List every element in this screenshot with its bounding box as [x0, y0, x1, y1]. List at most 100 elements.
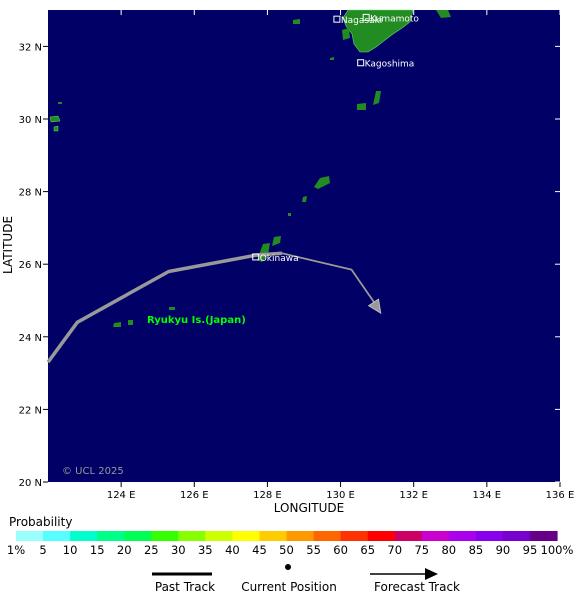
colorbar-swatch: [313, 531, 342, 541]
lat-tick-label: 28 N: [19, 188, 42, 199]
lat-tick-label: 24 N: [19, 333, 42, 344]
forecast-track-legend-label: Forecast Track: [374, 580, 460, 594]
lat-tick-label: 26 N: [19, 260, 42, 271]
lat-tick-label: 32 N: [19, 42, 42, 53]
probability-colorbar: 1% 5 10 15 20 25 30 35 40 45 50 55 60 65 70 75 80 85 90 95 1…: [7, 531, 574, 557]
colorbar-swatch: [97, 531, 125, 541]
colorbar-level-label: 10: [63, 543, 78, 557]
lon-tick-label: 132 E: [399, 490, 428, 501]
colorbar-level-label: 60: [333, 543, 348, 557]
latitude-tick-labels: 32 N 30 N 28 N 26 N 24 N 22 N 20 N: [19, 42, 42, 489]
colorbar-swatch: [259, 531, 288, 541]
island: [128, 320, 133, 325]
colorbar-swatch: [502, 531, 531, 541]
city-label: Okinawa: [260, 254, 299, 264]
colorbar-level-label: 90: [496, 543, 511, 557]
city-marker: [357, 59, 365, 67]
colorbar-level-label: 50: [279, 543, 294, 557]
city-label: Nagasaki: [341, 16, 382, 26]
forecast-track-line: [281, 252, 379, 309]
island: [293, 19, 300, 24]
colorbar-level-label: 75: [414, 543, 429, 557]
island: [314, 176, 330, 189]
lat-tick-label: 22 N: [19, 405, 42, 416]
colorbar-level-label: 45: [252, 543, 267, 557]
current-position-legend-label: Current Position: [241, 580, 337, 594]
lon-tick-label: 124 E: [107, 490, 136, 501]
colorbar-level-label: 25: [144, 543, 159, 557]
storm-track-map: 124 E 126 E 128 E 130 E 132 E 134 E 136 E 32 N…: [1, 9, 574, 515]
colorbar-swatch: [421, 531, 450, 541]
island: [257, 243, 270, 262]
island: [302, 196, 307, 202]
colorbar-level-label: 85: [469, 543, 484, 557]
forecast-arrow-head: [367, 298, 382, 314]
colorbar-swatch: [70, 531, 98, 541]
island: [342, 28, 350, 40]
island: [357, 103, 366, 110]
colorbar-level-label: 20: [117, 543, 132, 557]
city-marker: [362, 13, 370, 21]
colorbar-swatch: [16, 531, 44, 541]
island: [373, 91, 381, 105]
island: [58, 102, 62, 104]
lon-tick-label: 130 E: [326, 490, 355, 501]
colorbar-swatch: [232, 531, 260, 541]
city-label: Kumamoto: [370, 14, 419, 24]
colorbar-level-label: 30: [171, 543, 186, 557]
island: [288, 213, 291, 216]
colorbar-level-label: 70: [387, 543, 402, 557]
island: [405, 12, 412, 20]
island: [169, 307, 175, 310]
colorbar-level-label: 5: [39, 543, 46, 557]
longitude-tick-labels: 124 E 126 E 128 E 130 E 132 E 134 E 136 E: [107, 490, 574, 501]
island: [330, 57, 334, 60]
colorbar-swatch: [151, 531, 179, 541]
colorbar-swatch: [475, 531, 504, 541]
kyushu-island: [342, 9, 414, 53]
colorbar-swatch: [205, 531, 233, 541]
colorbar-level-label: 80: [441, 543, 456, 557]
island: [49, 115, 61, 123]
lon-tick-label: 134 E: [473, 490, 502, 501]
lat-tick-label: 20 N: [19, 478, 42, 489]
colorbar-level-label: 15: [90, 543, 105, 557]
island: [272, 236, 281, 246]
colorbar-swatch: [286, 531, 315, 541]
copyright-label: © UCL 2025: [62, 466, 124, 477]
current-position-legend-dot: [285, 564, 291, 570]
city-label: Kagoshima: [365, 60, 415, 70]
lat-tick-label: 30 N: [19, 115, 42, 126]
lon-tick-label: 136 E: [546, 490, 575, 501]
island: [113, 322, 121, 327]
y-axis-label: LATITUDE: [1, 216, 15, 274]
colorbar-level-label: 35: [198, 543, 213, 557]
track-legend: Past Track Current Position Forecast Tra…: [152, 564, 460, 594]
axis-ticks: [43, 10, 561, 487]
colorbar-swatch: [367, 531, 396, 541]
colorbar-swatch: [394, 531, 423, 541]
colorbar-level-label: 1%: [7, 543, 25, 557]
city-marker: [333, 15, 341, 23]
city-marker: [252, 253, 260, 261]
island: [53, 125, 59, 132]
colorbar-level-label: 65: [360, 543, 375, 557]
colorbar-level-label: 95: [523, 543, 538, 557]
forecast-track-legend-arrow: [425, 568, 438, 580]
colorbar-labels: 1% 5 10 15 20 25 30 35 40 45 50 55 60 65 70 75 80 85 90 95 1…: [7, 543, 574, 557]
past-track-line: [46, 251, 283, 364]
past-track-legend-label: Past Track: [155, 580, 215, 594]
colorbar-swatch: [178, 531, 206, 541]
colorbar-level-label: 40: [225, 543, 240, 557]
ocean-area: [48, 10, 560, 482]
island: [436, 10, 451, 18]
colorbar-swatches: [16, 531, 558, 541]
colorbar-level-label: 100%: [541, 543, 574, 557]
region-label: Ryukyu Is.(Japan): [147, 315, 246, 326]
colorbar-swatch: [340, 531, 369, 541]
colorbar-swatch: [43, 531, 71, 541]
colorbar-swatch: [448, 531, 477, 541]
colorbar-swatch: [530, 531, 558, 541]
colorbar-level-label: 55: [306, 543, 321, 557]
colorbar-swatch: [124, 531, 152, 541]
